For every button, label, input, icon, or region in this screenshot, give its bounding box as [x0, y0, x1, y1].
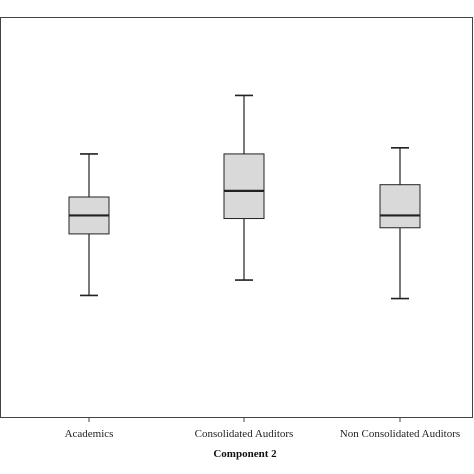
x-axis-tick-labels: Academics Consolidated Auditors Non Consol… — [65, 428, 461, 440]
box-1 — [68, 153, 110, 297]
box-2 — [223, 94, 265, 281]
x-axis-title: Component 2 — [213, 448, 277, 460]
x-tick-label-1: Academics — [65, 428, 114, 440]
boxes-group — [68, 94, 421, 300]
x-tick-label-3: Non Consolidated Auditors — [340, 428, 460, 440]
x-tick-label-2: Consolidated Auditors — [195, 428, 294, 440]
x-axis-ticks — [88, 417, 401, 422]
box-3 — [379, 146, 421, 300]
interquartile-box — [223, 153, 265, 220]
interquartile-box — [379, 184, 421, 229]
